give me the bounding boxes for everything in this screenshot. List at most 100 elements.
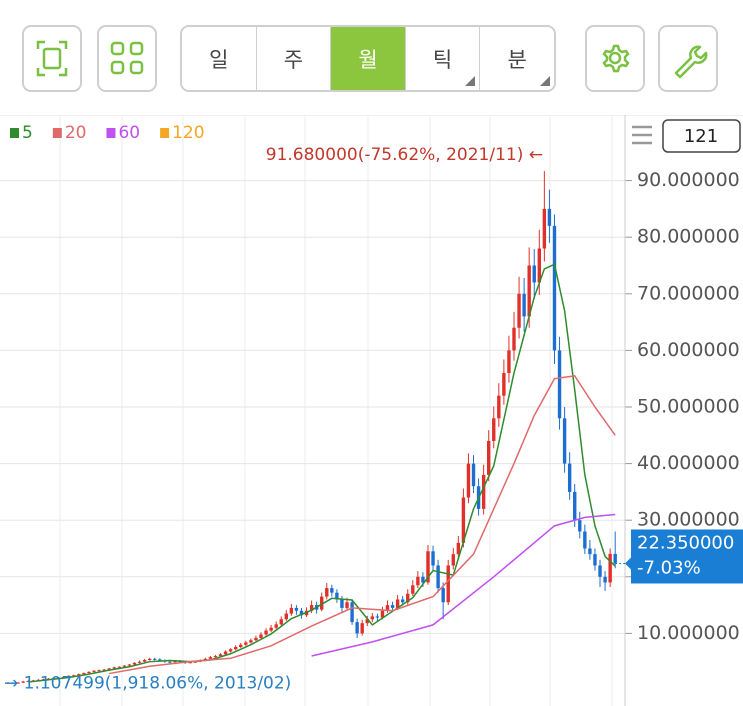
candle-body	[77, 674, 81, 676]
candle-body	[269, 627, 273, 631]
min-annotation: → 1.107499(1,918.06%, 2013/02)	[4, 674, 291, 694]
candle-body	[400, 599, 405, 603]
candle-body	[264, 630, 268, 635]
candle-body	[142, 659, 147, 662]
candle-body	[218, 654, 223, 657]
candle-body	[228, 649, 233, 652]
candle-body	[6, 682, 10, 684]
candle-body	[350, 602, 354, 623]
candle-body	[547, 208, 552, 226]
period-tab[interactable]: 주	[255, 27, 331, 90]
y-tick-label: 80.000000	[637, 226, 740, 248]
y-tick-label: 10.000000	[637, 622, 740, 644]
current-price-box	[631, 529, 743, 584]
candle-body	[573, 491, 577, 521]
candle-body	[213, 656, 218, 658]
candle-body	[289, 607, 294, 614]
candle-body	[542, 208, 547, 249]
legend-swatch	[52, 128, 62, 138]
candle-body	[436, 565, 440, 589]
candle-body	[309, 605, 314, 611]
candle-body	[168, 661, 172, 663]
period-tab[interactable]: 월	[330, 27, 405, 90]
settings-button[interactable]	[585, 25, 645, 92]
candle-body	[132, 662, 137, 665]
candle-body	[355, 622, 359, 634]
candle-body	[153, 658, 157, 660]
candle-body	[421, 576, 425, 583]
candle-body	[137, 661, 142, 663]
candle-body	[411, 585, 415, 594]
candle-body	[92, 670, 96, 672]
layout-button[interactable]	[97, 25, 157, 92]
max-annotation: 91.680000(-75.62%, 2021/11) ←	[266, 145, 543, 165]
candle-body	[158, 659, 162, 661]
candle-body	[567, 463, 572, 492]
candle-body	[97, 670, 101, 672]
candle-body	[249, 640, 253, 643]
y-tick-label: 40.000000	[637, 452, 740, 474]
candle-body	[497, 395, 501, 419]
candle-body	[112, 667, 116, 669]
y-tick-label: 50.000000	[637, 395, 740, 417]
tools-button[interactable]	[658, 25, 718, 92]
candle-body	[487, 440, 491, 475]
candle-body	[375, 616, 380, 618]
legend-swatch	[106, 128, 116, 138]
candle-body	[147, 658, 152, 660]
fullscreen-icon	[36, 40, 68, 77]
candle-body	[345, 602, 349, 608]
candle-body	[335, 592, 339, 600]
candle-body	[67, 675, 71, 677]
tools-icon	[674, 45, 708, 79]
candle-body	[385, 605, 390, 611]
candle-body	[244, 642, 248, 645]
candle-body	[259, 634, 263, 638]
candle-body	[466, 463, 471, 498]
period-tab[interactable]: 분	[479, 27, 554, 90]
legend-swatch	[10, 128, 19, 138]
moving-average-line	[109, 375, 616, 675]
count-box[interactable]	[662, 119, 741, 153]
candle-body	[254, 637, 258, 641]
candle-body	[471, 463, 476, 487]
candle-body	[320, 596, 324, 610]
candle-body	[102, 669, 106, 671]
menu-icon[interactable]	[632, 125, 652, 145]
candle-body	[426, 551, 430, 583]
candle-body	[279, 619, 283, 625]
y-tick-label: 70.000000	[637, 282, 740, 304]
y-tick-label: 30.000000	[637, 509, 740, 531]
candle-body	[507, 350, 511, 374]
candle-body	[537, 248, 541, 283]
candle-body	[274, 624, 278, 628]
candle-body	[370, 616, 375, 620]
candle-body	[502, 373, 506, 396]
fullscreen-button[interactable]	[22, 25, 82, 92]
candle-body	[16, 682, 20, 684]
candle-body	[395, 599, 400, 608]
candle-body	[593, 554, 597, 566]
candle-body	[522, 293, 526, 317]
candle-body	[107, 668, 111, 670]
candle-body	[562, 418, 567, 464]
candle-body	[588, 548, 592, 555]
period-tab[interactable]: 틱	[404, 27, 480, 90]
candle-body	[87, 671, 91, 674]
candle-body	[603, 576, 607, 583]
candle-body	[583, 531, 587, 549]
candle-body	[461, 497, 466, 543]
candle-body	[512, 327, 516, 351]
candle-body	[613, 553, 617, 564]
count-label: 121	[684, 126, 718, 147]
candle-body	[431, 551, 435, 566]
candle-body	[446, 565, 450, 603]
candle-body	[380, 610, 385, 618]
candle-body	[239, 644, 243, 647]
period-tab[interactable]: 일	[209, 47, 229, 72]
candle-body	[481, 474, 486, 509]
candle-body	[557, 350, 562, 419]
legend-label: 60	[118, 123, 140, 143]
